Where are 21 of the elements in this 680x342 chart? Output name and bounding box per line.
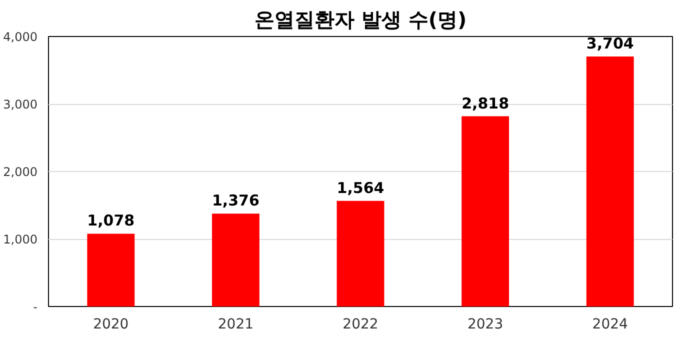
y-tick-label: 3,000 bbox=[3, 98, 38, 112]
bar bbox=[336, 200, 384, 306]
data-label: 3,704 bbox=[586, 34, 634, 52]
x-tick-label: 2023 bbox=[467, 316, 504, 332]
bar bbox=[87, 234, 135, 306]
data-label: 1,564 bbox=[336, 178, 384, 197]
data-label: 1,078 bbox=[87, 212, 135, 230]
chart-title: 온열질환자 발생 수(명) bbox=[254, 8, 467, 32]
y-tick-label: 2,000 bbox=[3, 165, 38, 179]
y-tick-label: 1,000 bbox=[3, 232, 38, 246]
bar bbox=[586, 56, 634, 306]
x-tick-label: 2024 bbox=[592, 316, 628, 332]
bar bbox=[212, 214, 260, 306]
x-tick-label: 2020 bbox=[93, 316, 129, 332]
y-tick-label: - bbox=[33, 300, 38, 314]
x-tick-label: 2021 bbox=[218, 316, 254, 332]
bar bbox=[462, 116, 510, 306]
data-label: 1,376 bbox=[212, 192, 260, 210]
data-label: 2,818 bbox=[462, 94, 510, 112]
x-tick-label: 2022 bbox=[342, 316, 378, 332]
y-tick-label: 4,000 bbox=[3, 30, 38, 44]
